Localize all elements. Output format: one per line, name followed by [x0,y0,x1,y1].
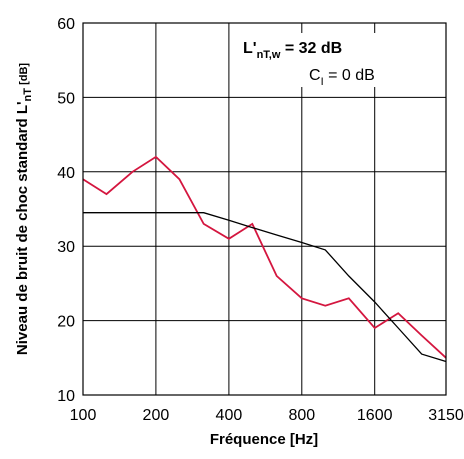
y-tick-label: 40 [57,165,75,182]
x-tick-label: 100 [70,407,97,424]
x-tick-label: 800 [288,407,315,424]
y-tick-label: 50 [57,90,75,107]
y-tick-label: 20 [57,314,75,331]
y-axis-title-unit: [dB] [18,63,30,88]
x-tick-labels: 100 200 400 800 1600 3150 [70,407,464,424]
annotation-box [236,33,414,87]
y-tick-label: 60 [57,16,75,33]
measured-curve [82,155,447,359]
rating-annotation: L'nT,w = 32 dB [243,40,342,61]
y-axis-title-sub: nT [22,88,34,102]
ci-annotation: CI = 0 dB [309,67,375,88]
ci-annotation-value: = 0 dB [324,67,375,84]
series-layer [82,155,447,363]
y-tick-labels: 10 20 30 40 50 60 [57,16,75,405]
ci-annotation-sub: I [321,76,324,88]
ci-annotation-main: C [309,67,321,84]
x-tick-label: 400 [216,407,243,424]
y-tick-label: 30 [57,239,75,256]
y-tick-label: 10 [57,388,75,405]
y-axis-title: Niveau de bruit de choc standard L'nT [d… [14,63,34,355]
y-axis-title-main: Niveau de bruit de choc standard L' [14,101,31,355]
rating-annotation-sub: nT,w [257,49,281,61]
x-axis-title: Fréquence [Hz] [210,431,318,448]
reference-curve [83,212,447,363]
x-tick-label: 1600 [357,407,393,424]
rating-annotation-main: L' [243,40,257,57]
x-tick-label: 200 [143,407,170,424]
x-tick-label: 3150 [428,407,464,424]
plot-frame [82,22,447,396]
grid [82,22,447,396]
rating-annotation-value: = 32 dB [280,40,342,57]
